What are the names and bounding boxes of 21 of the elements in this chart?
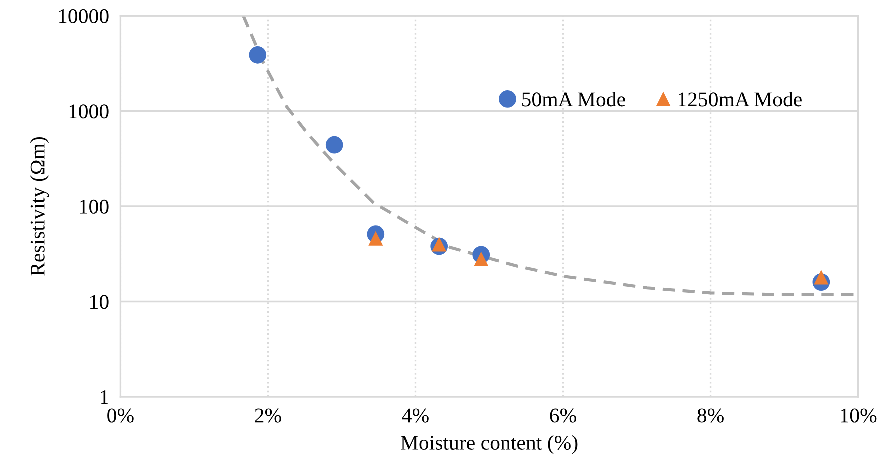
x-tick-label: 2% — [255, 408, 282, 423]
legend-label: 1250mA Mode — [678, 92, 802, 107]
x-tick-label: 4% — [402, 408, 429, 423]
y-axis-title: Resistivity (Ωm) — [30, 137, 50, 276]
legend-label: 50mA Mode — [522, 92, 626, 107]
x-tick-label: 10% — [841, 408, 877, 423]
x-tick-label: 8% — [698, 408, 724, 423]
point — [368, 231, 384, 246]
y-tick-label: 100 — [80, 200, 109, 214]
point — [474, 252, 489, 266]
y-tick-label: 1000 — [70, 104, 109, 119]
point — [326, 136, 344, 154]
y-tick-label: 10 — [90, 295, 109, 310]
y-tick-label: 10000 — [59, 9, 109, 24]
x-tick-label: 0% — [108, 408, 134, 423]
x-tick-label: 6% — [550, 408, 576, 423]
x-axis-title: Moisture content (%) — [401, 435, 578, 454]
y-tick-label: 1 — [101, 390, 108, 404]
point — [249, 46, 267, 64]
point — [814, 270, 829, 285]
point — [432, 237, 447, 252]
